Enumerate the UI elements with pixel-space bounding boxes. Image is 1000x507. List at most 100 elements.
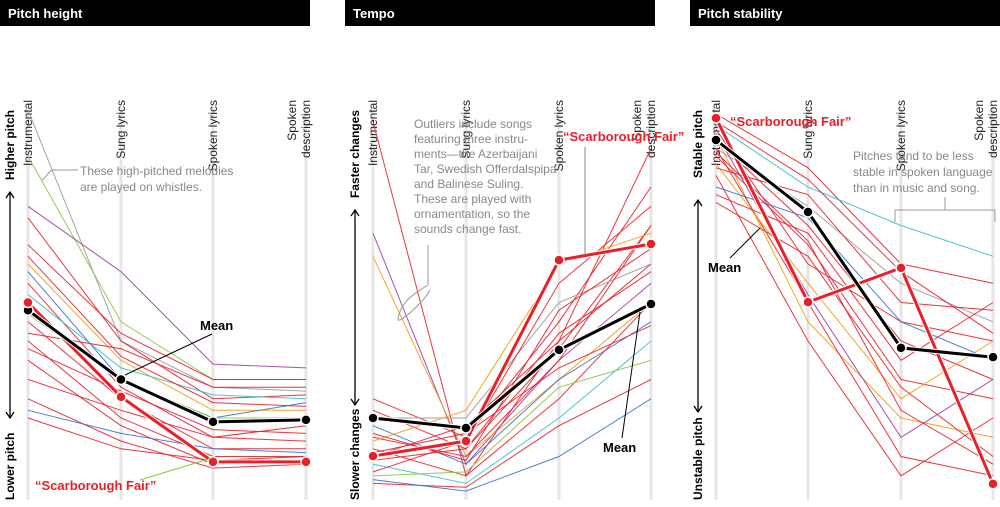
series-line (372, 271, 652, 461)
panel-header-pitch-stability (690, 0, 1000, 26)
series-line (27, 244, 306, 380)
axis-category-label: description (299, 100, 313, 158)
y-bottom-label: Unstable pitch (691, 417, 705, 500)
highlight-point (987, 478, 999, 490)
y-top-label: Higher pitch (3, 110, 17, 180)
annotation-text: featuring three instru- (414, 132, 528, 146)
annotation-text: ornamentation, so the (414, 207, 530, 221)
panel-0: Instrumental Sung lyrics Spoken lyrics Spok… (3, 100, 313, 500)
series-line (372, 302, 652, 477)
series-line (372, 225, 652, 450)
highlight-label: “Scarborough Fair” (35, 478, 156, 493)
highlight-label-group: “Scarborough Fair” (35, 457, 213, 493)
highlight-point (207, 456, 219, 468)
highlight-point (895, 262, 907, 274)
axis-category-label: Instrumental (366, 100, 380, 166)
highlight-label-group: “Scarborough Fair” (730, 114, 851, 129)
series-line (715, 121, 994, 334)
axis-category-label: Spoken lyrics (552, 100, 566, 171)
double-arrow-icon (350, 208, 360, 407)
annotation-text: sounds change fast. (414, 222, 521, 236)
series-line (372, 379, 652, 488)
mean-point (300, 414, 312, 426)
highlight-point (22, 296, 34, 309)
series-line (27, 109, 307, 392)
series-line (715, 167, 994, 311)
annotation-stability: Pitches tend to be less stable in spoken… (853, 149, 996, 222)
axis-category-label: Instrumental (21, 100, 35, 166)
annotation-text: are played on whistles. (80, 180, 202, 194)
mean-point (367, 412, 379, 424)
highlight-point (300, 456, 312, 468)
annotation-text: These high-pitched melodies (80, 164, 233, 178)
mean-line (715, 138, 994, 359)
annotation-text: and Balinese Suling. (414, 177, 523, 191)
highlight-line-halo (26, 300, 306, 465)
panel-title: Pitch stability (698, 6, 783, 21)
mean-point (987, 351, 999, 363)
annotation-text: Outliers include songs (414, 117, 532, 131)
axis-category-label: Sung lyrics (459, 100, 473, 159)
mean-label-group: Mean (708, 227, 761, 275)
annotation-outliers: Outliers include songs featuring three i… (397, 117, 557, 321)
series-line (715, 201, 994, 457)
annotation-text: ments—the Azerbaijani (414, 147, 537, 161)
series-line (27, 263, 306, 411)
axis-category-label: description (986, 100, 1000, 158)
highlight-line (372, 242, 652, 458)
series-line (372, 205, 652, 473)
axis-category-label: Spoken (630, 100, 644, 141)
series-line (27, 340, 306, 457)
series-line (715, 155, 994, 400)
series-line (27, 348, 307, 434)
highlight-point (367, 450, 379, 462)
mean-point (710, 134, 722, 146)
highlight-point (645, 238, 657, 250)
mean-point (645, 298, 657, 310)
panel-1: Instrumental Sung lyrics Spoken lyrics Spok… (348, 100, 658, 500)
panel-2: Instrumental Sung lyrics Spoken lyrics Spok… (691, 100, 1000, 500)
axis-category-label: Sung lyrics (801, 100, 815, 159)
panel-header-tempo (345, 0, 655, 26)
series-line (372, 359, 652, 477)
mean-line (372, 302, 652, 430)
panel-header-pitch-height (0, 0, 310, 26)
mean-point (460, 422, 472, 434)
axis-category-label: Spoken (972, 100, 986, 141)
mean-label: Mean (200, 318, 233, 333)
highlight-label-group: “Scarborough Fair” (563, 129, 684, 255)
series-line (27, 282, 307, 438)
series-line (715, 124, 994, 257)
highlight-label: “Scarborough Fair” (563, 129, 684, 144)
highlight-point (460, 435, 472, 447)
series-line (27, 205, 307, 369)
series-line (27, 417, 307, 461)
highlight-label: “Scarborough Fair” (730, 114, 851, 129)
mean-label-group: Mean (124, 318, 233, 376)
axis-category-label: Spoken lyrics (894, 100, 908, 171)
axis-category-label: Sung lyrics (114, 100, 128, 159)
annotation-text: These are played with (414, 192, 531, 206)
series-line (27, 379, 307, 442)
mean-label: Mean (603, 440, 636, 455)
y-top-label: Faster changes (348, 110, 362, 198)
highlight-point (115, 391, 127, 403)
highlight-line (26, 301, 306, 464)
panel-title: Pitch height (8, 6, 83, 21)
series-line (27, 217, 307, 400)
series-line (27, 294, 307, 400)
annotation-text: stable in spoken language (853, 165, 993, 179)
highlight-point (802, 296, 814, 308)
double-arrow-icon (693, 198, 703, 414)
panel-title: Tempo (353, 6, 395, 21)
series-line (27, 409, 307, 454)
series-line (715, 152, 994, 465)
double-arrow-icon (5, 190, 15, 420)
annotation-text: Pitches tend to be less (853, 149, 974, 163)
series-line (372, 398, 652, 492)
axis-category-label: Spoken lyrics (206, 100, 220, 171)
series-line (372, 233, 652, 466)
mean-point (553, 344, 565, 356)
highlight-line (714, 117, 995, 485)
